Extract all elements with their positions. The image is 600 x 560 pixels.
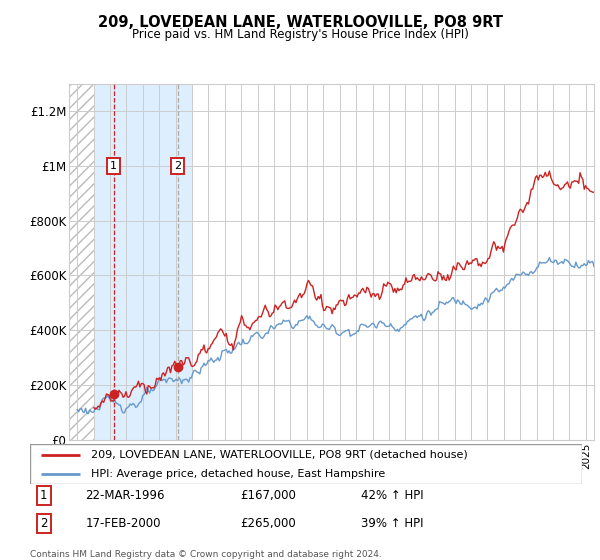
Text: 42% ↑ HPI: 42% ↑ HPI	[361, 489, 424, 502]
Text: £265,000: £265,000	[240, 517, 296, 530]
Text: Contains HM Land Registry data © Crown copyright and database right 2024.
This d: Contains HM Land Registry data © Crown c…	[30, 550, 382, 560]
Text: Price paid vs. HM Land Registry's House Price Index (HPI): Price paid vs. HM Land Registry's House …	[131, 28, 469, 41]
Text: 209, LOVEDEAN LANE, WATERLOOVILLE, PO8 9RT: 209, LOVEDEAN LANE, WATERLOOVILLE, PO8 9…	[97, 15, 503, 30]
Bar	[69, 84, 94, 440]
Text: 2: 2	[40, 517, 47, 530]
Text: 1: 1	[110, 161, 117, 171]
Text: 209, LOVEDEAN LANE, WATERLOOVILLE, PO8 9RT (detached house): 209, LOVEDEAN LANE, WATERLOOVILLE, PO8 9…	[91, 450, 467, 460]
Text: 22-MAR-1996: 22-MAR-1996	[85, 489, 164, 502]
Text: 17-FEB-2000: 17-FEB-2000	[85, 517, 161, 530]
Text: 1: 1	[40, 489, 47, 502]
Text: HPI: Average price, detached house, East Hampshire: HPI: Average price, detached house, East…	[91, 469, 385, 478]
FancyBboxPatch shape	[30, 444, 582, 484]
Text: 39% ↑ HPI: 39% ↑ HPI	[361, 517, 424, 530]
Bar	[94, 84, 192, 440]
Text: 2: 2	[174, 161, 181, 171]
Text: £167,000: £167,000	[240, 489, 296, 502]
